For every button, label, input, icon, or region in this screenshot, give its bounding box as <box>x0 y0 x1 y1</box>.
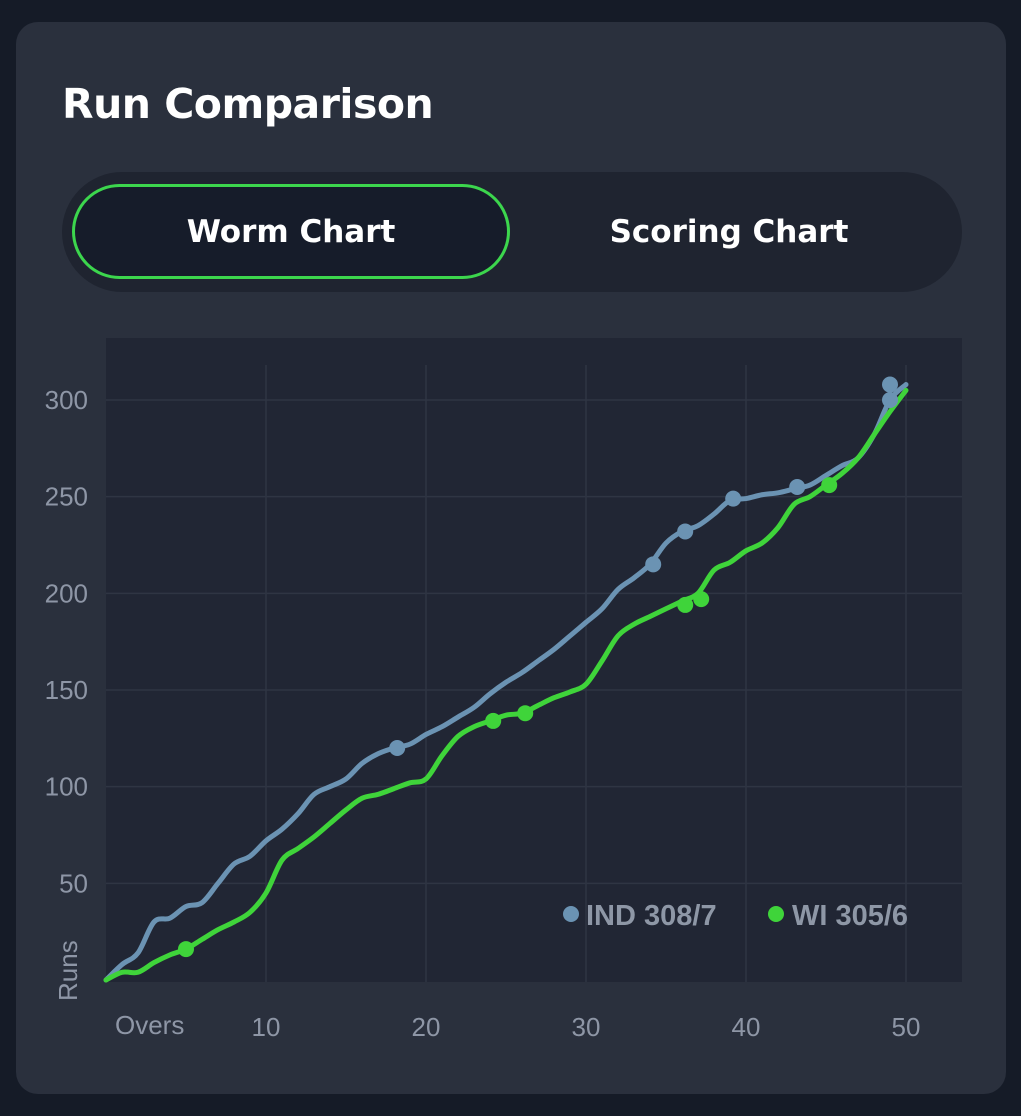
wicket-markers <box>178 376 898 958</box>
wicket-marker-ind-3[interactable] <box>725 490 742 507</box>
y-tick-label-50: 50 <box>59 868 88 898</box>
legend-marker-ind <box>563 906 579 922</box>
wicket-marker-wi-2[interactable] <box>517 705 534 722</box>
legend: IND 308/7 WI 305/6 <box>563 900 908 932</box>
wicket-marker-ind-4[interactable] <box>789 479 806 495</box>
x-tick-labels: 10 20 30 40 50 <box>252 1012 921 1042</box>
wicket-marker-wi-1[interactable] <box>485 712 502 729</box>
page-title: Run Comparison <box>62 80 434 128</box>
wicket-marker-wi-0[interactable] <box>178 941 194 958</box>
wicket-marker-ind-2[interactable] <box>677 523 694 540</box>
grid-lines <box>106 365 962 982</box>
wicket-marker-wi-3[interactable] <box>677 596 694 613</box>
series-line-ind <box>103 382 909 983</box>
wicket-marker-wi-5[interactable] <box>821 477 838 494</box>
legend-label-ind: IND 308/7 <box>586 900 717 932</box>
wicket-marker-ind-5[interactable] <box>882 376 898 393</box>
plot-area <box>106 338 962 982</box>
series-line-wi <box>103 387 909 983</box>
y-tick-label-150: 150 <box>45 675 88 705</box>
series-lines <box>103 382 909 983</box>
legend-label-wi: WI 305/6 <box>792 900 908 932</box>
wicket-marker-ind-1[interactable] <box>645 556 662 573</box>
wicket-marker-ind-0[interactable] <box>389 740 406 756</box>
y-tick-label-250: 250 <box>45 482 88 512</box>
x-tick-label-20: 20 <box>412 1012 441 1042</box>
x-tick-label-30: 30 <box>572 1012 601 1042</box>
y-axis-label: Runs <box>53 940 83 1001</box>
tab-scoring-chart[interactable]: Scoring Chart <box>609 213 849 250</box>
tab-worm-chart[interactable]: Worm Chart <box>72 184 510 279</box>
x-tick-label-50: 50 <box>892 1012 921 1042</box>
wicket-marker-wi-4[interactable] <box>693 591 710 608</box>
y-tick-labels: 50 100 150 200 250 300 <box>45 385 88 898</box>
y-tick-label-200: 200 <box>45 578 88 608</box>
x-axis-label: Overs <box>115 1010 184 1040</box>
chart-type-toggle: Worm Chart Scoring Chart <box>62 172 962 292</box>
y-tick-label-300: 300 <box>45 385 88 415</box>
x-tick-label-40: 40 <box>732 1012 761 1042</box>
x-tick-label-10: 10 <box>252 1012 281 1042</box>
wicket-marker-ind-6[interactable] <box>882 392 898 408</box>
legend-marker-wi <box>768 906 784 922</box>
y-tick-label-100: 100 <box>45 772 88 802</box>
